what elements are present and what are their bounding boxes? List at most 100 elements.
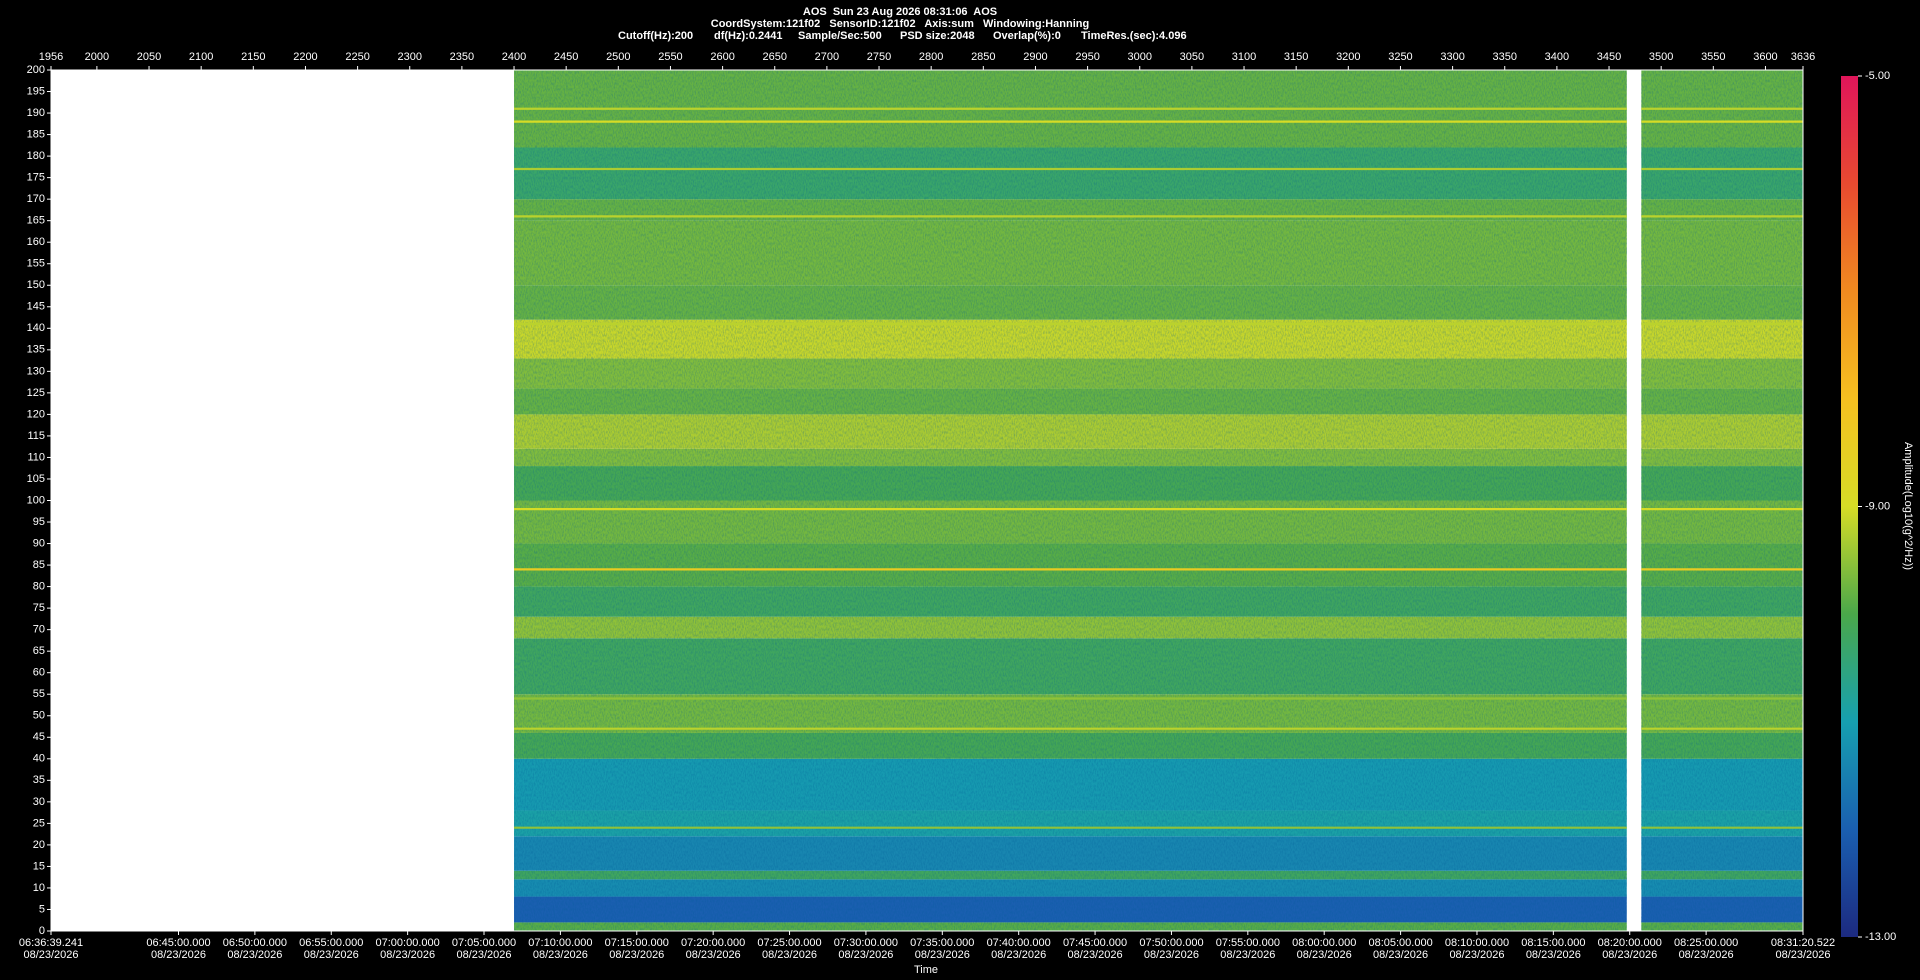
x-tick-label: 2150 xyxy=(241,51,265,63)
x-tick-label: 3100 xyxy=(1232,51,1256,63)
x2-tick-date: 08/23/2026 xyxy=(533,949,588,961)
y-tick-label: 195 xyxy=(27,85,45,97)
x2-tick-label: 08:25:00.000 xyxy=(1674,937,1738,949)
x-tick-label: 2250 xyxy=(345,51,369,63)
info-item: Sample/Sec:500 xyxy=(798,30,882,42)
x2-tick-label: 07:00:00.000 xyxy=(376,937,440,949)
x2-tick-label: 07:55:00.000 xyxy=(1216,937,1280,949)
x2-tick-label: 07:30:00.000 xyxy=(834,937,898,949)
y-tick-label: 160 xyxy=(27,236,45,248)
y-tick-label: 40 xyxy=(33,753,45,765)
chart-subtitle: CoordSystem:121f02 SensorID:121f02 Axis:… xyxy=(711,18,1089,30)
x-tick-label: 2200 xyxy=(293,51,317,63)
y-tick-label: 50 xyxy=(33,710,45,722)
x2-tick-label: 07:50:00.000 xyxy=(1139,937,1203,949)
x-tick-label: 2900 xyxy=(1023,51,1047,63)
x-tick-label: 2950 xyxy=(1075,51,1099,63)
y-tick-label: 35 xyxy=(33,774,45,786)
y-tick-label: 60 xyxy=(33,667,45,679)
x-tick-label: 2550 xyxy=(658,51,682,63)
x-tick-label: 2050 xyxy=(137,51,161,63)
x2-tick-date: 08/23/2026 xyxy=(1068,949,1123,961)
x2-tick-label: 07:15:00.000 xyxy=(605,937,669,949)
x2-tick-label: 07:35:00.000 xyxy=(910,937,974,949)
x2-tick-label: 07:45:00.000 xyxy=(1063,937,1127,949)
x-tick-label: 2800 xyxy=(919,51,943,63)
x2-tick-label: 07:10:00.000 xyxy=(528,937,592,949)
info-item: Cutoff(Hz):200 xyxy=(618,30,693,42)
x2-tick-label: 08:15:00.000 xyxy=(1521,937,1585,949)
x2-tick-date: 08/23/2026 xyxy=(1775,949,1830,961)
y-tick-label: 80 xyxy=(33,581,45,593)
colorbar xyxy=(1841,76,1858,937)
y-tick-label: 155 xyxy=(27,258,45,270)
x2-tick-date: 08/23/2026 xyxy=(838,949,893,961)
y-tick-label: 55 xyxy=(33,688,45,700)
y-tick-label: 100 xyxy=(27,494,45,506)
x2-tick-label: 08:05:00.000 xyxy=(1368,937,1432,949)
y-tick-label: 90 xyxy=(33,537,45,549)
x2-tick-date: 08/23/2026 xyxy=(380,949,435,961)
y-tick-label: 120 xyxy=(27,408,45,420)
y-tick-label: 0 xyxy=(39,925,45,937)
x2-tick-label: 07:25:00.000 xyxy=(757,937,821,949)
x-tick-label: 2650 xyxy=(763,51,787,63)
y-tick-label: 115 xyxy=(27,430,45,442)
x2-tick-date: 08/23/2026 xyxy=(1679,949,1734,961)
y-tick-label: 65 xyxy=(33,645,45,657)
info-item: PSD size:2048 xyxy=(900,30,975,42)
x-tick-label: 3050 xyxy=(1180,51,1204,63)
x2-tick-date: 08/23/2026 xyxy=(1449,949,1504,961)
y-tick-label: 15 xyxy=(33,860,45,872)
x-tick-label: 2400 xyxy=(502,51,526,63)
x2-tick-date: 08/23/2026 xyxy=(609,949,664,961)
x2-tick-label: 06:55:00.000 xyxy=(299,937,363,949)
y-tick-label: 45 xyxy=(33,731,45,743)
x2-tick-label: 06:36:39.241 xyxy=(19,937,83,949)
y-tick-label: 165 xyxy=(27,215,45,227)
colorbar-tick-label: -13.00 xyxy=(1865,931,1896,943)
x2-tick-label: 08:10:00.000 xyxy=(1445,937,1509,949)
y-tick-label: 20 xyxy=(33,839,45,851)
x-tick-label: 2000 xyxy=(85,51,109,63)
y-tick-label: 190 xyxy=(27,107,45,119)
y-tick-label: 135 xyxy=(27,344,45,356)
x2-tick-date: 08/23/2026 xyxy=(1602,949,1657,961)
x2-tick-date: 08/23/2026 xyxy=(915,949,970,961)
chart-title: AOS Sun 23 Aug 2026 08:31:06 AOS xyxy=(803,6,997,18)
x-tick-label: 2450 xyxy=(554,51,578,63)
colorbar-label: Amplitude(Log10(g^2/Hz)) xyxy=(1902,442,1914,570)
x-tick-label: 3000 xyxy=(1128,51,1152,63)
x2-tick-date: 08/23/2026 xyxy=(23,949,78,961)
colorbar-tick-label: -5.00 xyxy=(1865,70,1890,82)
x-axis-label: Time xyxy=(914,964,938,976)
x2-tick-label: 08:31:20.522 xyxy=(1771,937,1835,949)
y-tick-label: 70 xyxy=(33,624,45,636)
y-tick-label: 175 xyxy=(27,172,45,184)
y-tick-label: 95 xyxy=(33,516,45,528)
x2-tick-date: 08/23/2026 xyxy=(1297,949,1352,961)
x2-tick-label: 08:00:00.000 xyxy=(1292,937,1356,949)
x2-tick-date: 08/23/2026 xyxy=(1220,949,1275,961)
x2-tick-label: 06:50:00.000 xyxy=(223,937,287,949)
x-tick-label: 3350 xyxy=(1493,51,1517,63)
y-tick-label: 145 xyxy=(27,301,45,313)
info-item: Overlap(%):0 xyxy=(993,30,1061,42)
x2-tick-date: 08/23/2026 xyxy=(762,949,817,961)
x2-tick-date: 08/23/2026 xyxy=(151,949,206,961)
x2-tick-label: 06:45:00.000 xyxy=(146,937,210,949)
spectrogram xyxy=(514,70,1803,931)
x2-tick-date: 08/23/2026 xyxy=(456,949,511,961)
y-tick-label: 140 xyxy=(27,322,45,334)
y-tick-label: 180 xyxy=(27,150,45,162)
x2-tick-label: 07:05:00.000 xyxy=(452,937,516,949)
x2-tick-date: 08/23/2026 xyxy=(991,949,1046,961)
x-tick-label: 2850 xyxy=(971,51,995,63)
x2-tick-date: 08/23/2026 xyxy=(1373,949,1428,961)
x-tick-label: 2350 xyxy=(450,51,474,63)
x-tick-label: 3150 xyxy=(1284,51,1308,63)
y-tick-label: 125 xyxy=(27,387,45,399)
x2-tick-label: 07:20:00.000 xyxy=(681,937,745,949)
